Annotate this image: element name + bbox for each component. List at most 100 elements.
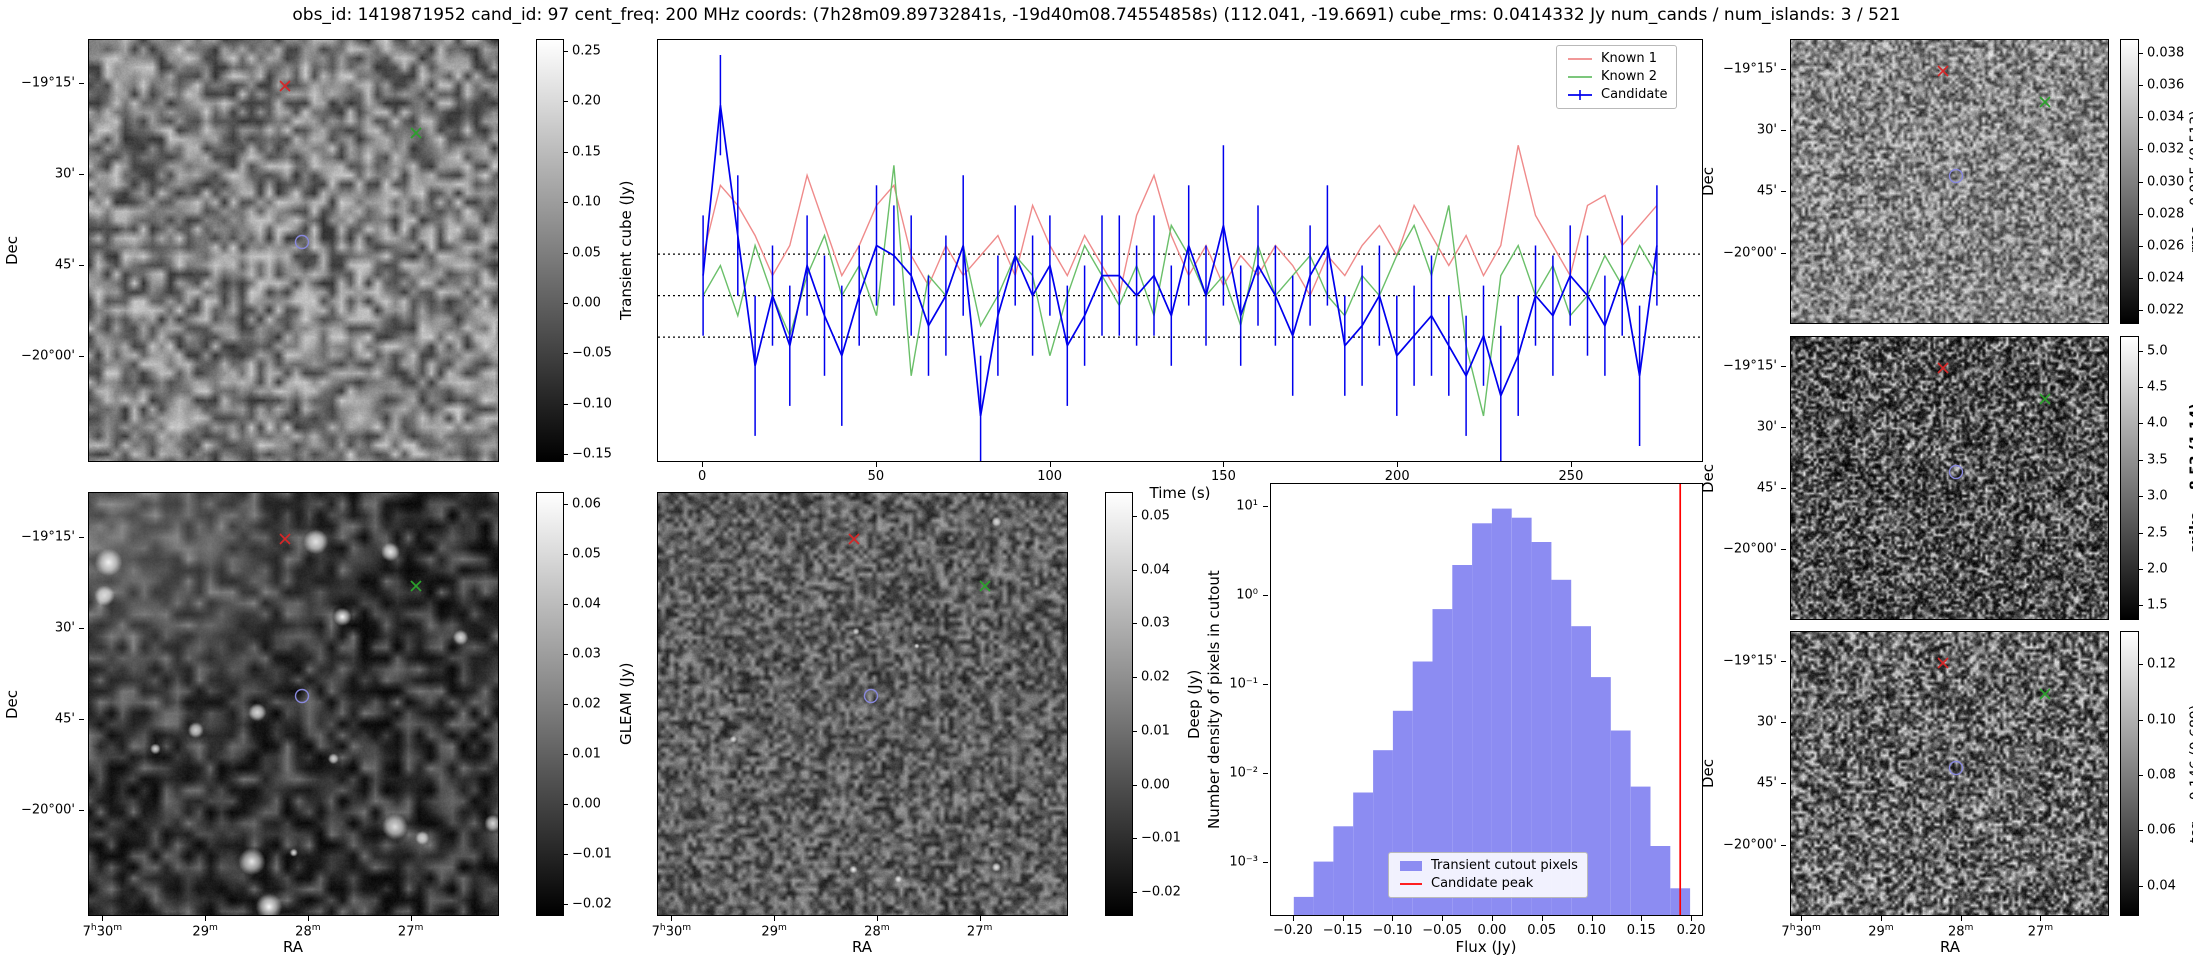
legend-line-swatch-icon: [1400, 883, 1422, 885]
dec-tick-mark: [1781, 252, 1786, 254]
y-tick-mark: [1263, 505, 1268, 507]
ra-tick-label: 28m: [295, 923, 321, 940]
marker-overlay: [89, 493, 498, 915]
gleam-colorbar-ticks: 0.06 0.05 0.04 0.03 0.02 0.01 0.00 −0.01 −0.02: [564, 492, 620, 916]
dec-tick-mark: [79, 174, 84, 176]
colorbar-tick-mark: [2139, 569, 2143, 571]
colorbar-tick-mark: [564, 753, 568, 755]
colorbar-tick-label: 0.25: [572, 43, 601, 59]
transient-colorbar-label: Transient cube (Jy): [617, 180, 635, 321]
spike-map-panel: [1790, 336, 2109, 620]
y-tick-mark: [1263, 773, 1268, 775]
histogram-panel: [1270, 483, 1703, 916]
transient-colorbar-ticks: 0.25 0.20 0.15 0.10 0.05 0.00 −0.05 −0.10 −0.15: [564, 39, 620, 462]
colorbar-tick-mark: [564, 202, 568, 204]
dec-tick-label: −19°15': [1722, 61, 1777, 77]
x-tick-mark: [1392, 916, 1394, 921]
spike-map-image: [1791, 337, 2108, 619]
colorbar-tick-label: 0.032: [2147, 141, 2185, 157]
colorbar-tick-label: 0.024: [2147, 270, 2185, 286]
deep-colorbar: [1105, 492, 1133, 916]
colorbar-tick-label: 0.036: [2147, 77, 2185, 93]
histogram-legend: Transient cutout pixels Candidate peak: [1388, 852, 1588, 898]
dec-tick-mark: [79, 83, 84, 85]
colorbar-tick-mark: [2139, 496, 2143, 498]
marker-overlay: [89, 40, 498, 461]
legend-line-swatch-icon: [1568, 76, 1592, 78]
x-tick-mark: [1491, 916, 1493, 921]
dec-tick-label: −19°15': [20, 75, 75, 91]
legend-row: Candidate: [1566, 86, 1667, 104]
rms-colorbar-ticks: 0.038 0.036 0.034 0.032 0.030 0.028 0.026 0.024…: [2139, 39, 2187, 324]
histogram-x-label: Flux (Jy): [1455, 938, 1517, 956]
x-tick-label: −0.05: [1422, 923, 1463, 938]
colorbar-tick-mark: [2139, 532, 2143, 534]
colorbar-tick-label: 0.038: [2147, 45, 2185, 61]
colorbar-tick-label: 4.0: [2147, 415, 2168, 431]
colorbar-tick-mark: [2139, 213, 2143, 215]
deep-colorbar-ticks: 0.05 0.04 0.03 0.02 0.01 0.00 −0.01 −0.02: [1133, 492, 1185, 916]
colorbar-tick-mark: [1133, 730, 1137, 732]
ra-tick-label: 7h30m: [651, 923, 692, 940]
histogram-y-ticks: 10¹ 10⁰ 10⁻¹ 10⁻² 10⁻³: [1200, 483, 1268, 916]
tcg-colorbar-ticks: 0.12 0.10 0.08 0.06 0.04: [2139, 631, 2187, 916]
figure-title: obs_id: 1419871952 cand_id: 97 cent_freq…: [292, 5, 1901, 25]
legend-line-swatch-icon: [1568, 90, 1592, 100]
ra-tick-label: 27m: [966, 923, 993, 940]
colorbar-tick-mark: [564, 151, 568, 153]
colorbar-tick-label: 0.01: [572, 746, 601, 762]
colorbar-tick-mark: [2139, 774, 2143, 776]
colorbar-tick-mark: [2139, 245, 2143, 247]
known2-x-marker-icon: [2038, 393, 2051, 405]
colorbar-tick-mark: [2139, 830, 2143, 832]
dec-tick-label: −20°00': [1722, 837, 1777, 853]
colorbar-tick-mark: [2139, 309, 2143, 311]
marker-overlay: [1791, 632, 2108, 915]
colorbar-tick-mark: [2139, 386, 2143, 388]
known2-x-marker-icon: [410, 127, 422, 139]
x-tick-mark: [1570, 462, 1572, 467]
dec-tick-mark: [1781, 549, 1786, 550]
x-tick-label: 0.10: [1577, 923, 1606, 938]
x-tick-mark: [1397, 462, 1399, 467]
ra-tick-mark: [774, 916, 776, 921]
colorbar-tick-label: 0.02: [572, 696, 601, 712]
ra-tick-labels: 7h30m 29m 28m 27m: [652, 916, 1068, 940]
colorbar-tick-label: 0.08: [2147, 767, 2176, 783]
colorbar-tick-label: 0.10: [572, 194, 601, 210]
deep-image: [658, 493, 1067, 915]
dec-tick-label: −20°00': [20, 802, 75, 818]
colorbar-tick-mark: [564, 654, 568, 656]
x-tick-label: 100: [1037, 469, 1063, 484]
dec-tick-label: 30': [1756, 122, 1777, 138]
colorbar-tick-label: 0.026: [2147, 238, 2185, 254]
colorbar-tick-label: 0.06: [2147, 822, 2176, 838]
x-tick-label: 0.20: [1676, 923, 1706, 938]
colorbar-tick-label: 0.01: [1141, 723, 1170, 739]
dec-tick-mark: [79, 356, 84, 358]
candidate-circle-marker-icon: [1948, 760, 1964, 776]
x-tick-label: −0.10: [1372, 923, 1413, 938]
colorbar-tick-label: 0.03: [1141, 615, 1170, 631]
colorbar-tick-label: 0.05: [572, 245, 601, 261]
ra-tick-labels: 7h30m 29m 28m 27m: [83, 916, 499, 940]
dec-tick-mark: [1781, 487, 1786, 489]
legend-row: Known 2: [1566, 68, 1667, 86]
dec-tick-label: −20°00': [20, 348, 75, 364]
x-tick-label: 0: [698, 469, 707, 484]
ra-tick-label: 28m: [1947, 923, 1974, 940]
dec-tick-label: −19°15': [20, 529, 75, 545]
colorbar-tick-label: −0.10: [572, 396, 612, 412]
deep-panel: [657, 492, 1068, 916]
colorbar-tick-mark: [2139, 181, 2143, 183]
ra-tick-mark: [2040, 916, 2042, 921]
ra-tick-labels: 7h30m 29m 28m 27m: [1781, 916, 2109, 940]
candidate-circle-marker-icon: [294, 234, 309, 250]
colorbar-tick-mark: [2139, 664, 2143, 666]
colorbar-tick-label: −0.15: [572, 446, 612, 462]
colorbar-tick-label: 0.05: [1141, 508, 1170, 524]
x-tick-mark: [1342, 916, 1344, 921]
colorbar-tick-mark: [564, 704, 568, 705]
colorbar-tick-label: 0.10: [2147, 712, 2176, 728]
candidate-circle-marker-icon: [1948, 168, 1964, 184]
